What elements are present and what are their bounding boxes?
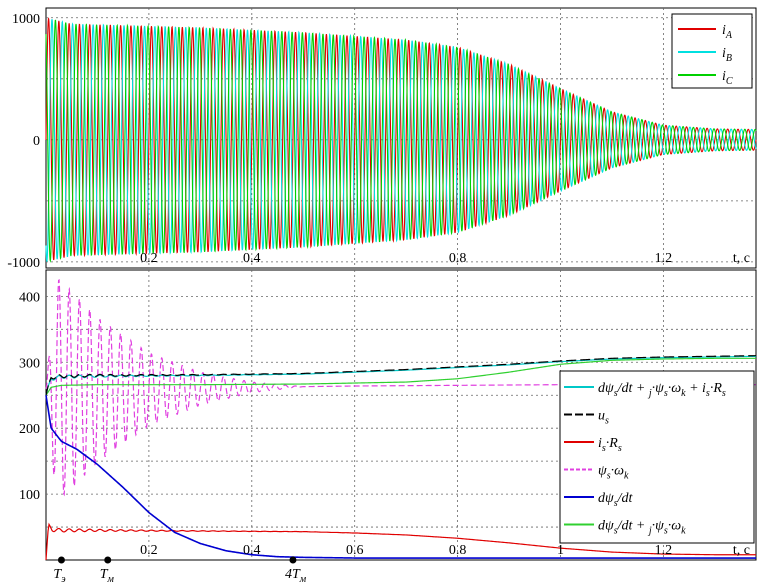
bottom-legend-label-3: ψs·ωk: [598, 464, 629, 482]
top-ytick-label: 1000: [12, 12, 40, 27]
bottom-xtick-label: 1: [557, 543, 564, 558]
time-marker-label: Tм: [100, 567, 115, 584]
bottom-ytick-label: 400: [19, 290, 40, 305]
series-line-2: [45, 522, 756, 561]
bottom-xtick-label: 0.6: [346, 543, 364, 558]
top-legend-label-iA: iA: [722, 23, 733, 41]
top-xtick-label: 1.2: [655, 251, 673, 266]
top-xaxis-label: t, c: [733, 251, 750, 266]
series-line-4: [45, 395, 756, 559]
time-marker-label: 4Tм: [285, 567, 307, 584]
top-ytick-label: -1000: [7, 256, 40, 271]
time-marker-dot: [57, 556, 65, 564]
bottom-legend-label-0: dψs/dt + j·ψs·ωk + is·Rs: [598, 381, 726, 399]
top-chart-panel: 1000 0 -1000 0.2 0.4 0.8 1.2 t, c iA iB iC: [7, 7, 757, 271]
series-line-iC: [45, 19, 757, 263]
bottom-ytick-label: 300: [19, 356, 40, 371]
top-xtick-label: 0.2: [140, 251, 158, 266]
series-line-0: [45, 355, 757, 396]
bottom-chart-panel: 100 200 300 400 0.2 0.4 0.6 0.8 1 1.2 t, c Tэ Tм 4Tм d…: [19, 269, 757, 584]
bottom-legend-label-2: is·Rs: [598, 436, 622, 454]
time-marker-dot: [104, 556, 112, 564]
top-legend-label-iC: iC: [722, 69, 733, 87]
bottom-ytick-label: 100: [19, 488, 40, 503]
series-line-1: [45, 355, 757, 396]
bottom-legend: [559, 370, 755, 544]
bottom-xtick-label: 0.8: [449, 543, 467, 558]
series-line-5: [45, 357, 756, 396]
series-line-iA: [45, 17, 757, 261]
bottom-xtick-label: 0.2: [140, 543, 158, 558]
time-marker-dot: [289, 556, 297, 564]
bottom-legend-label-1: us: [598, 409, 609, 427]
bottom-legend-label-5: dψs/dt + j·ψs·ωk: [598, 519, 686, 537]
top-xtick-label: 0.4: [243, 251, 261, 266]
bottom-ytick-label: 200: [19, 422, 40, 437]
top-xtick-label: 0.8: [449, 251, 467, 266]
bottom-xtick-label: 1.2: [655, 543, 673, 558]
bottom-xaxis-label: t, c: [733, 543, 750, 558]
bottom-legend-label-4: dψs/dt: [598, 491, 633, 509]
top-ytick-label: 0: [33, 134, 40, 149]
bottom-xtick-label: 0.4: [243, 543, 261, 558]
top-legend-label-iB: iB: [722, 46, 732, 64]
time-marker-label: Tэ: [53, 567, 66, 584]
series-line-iB: [45, 19, 757, 262]
